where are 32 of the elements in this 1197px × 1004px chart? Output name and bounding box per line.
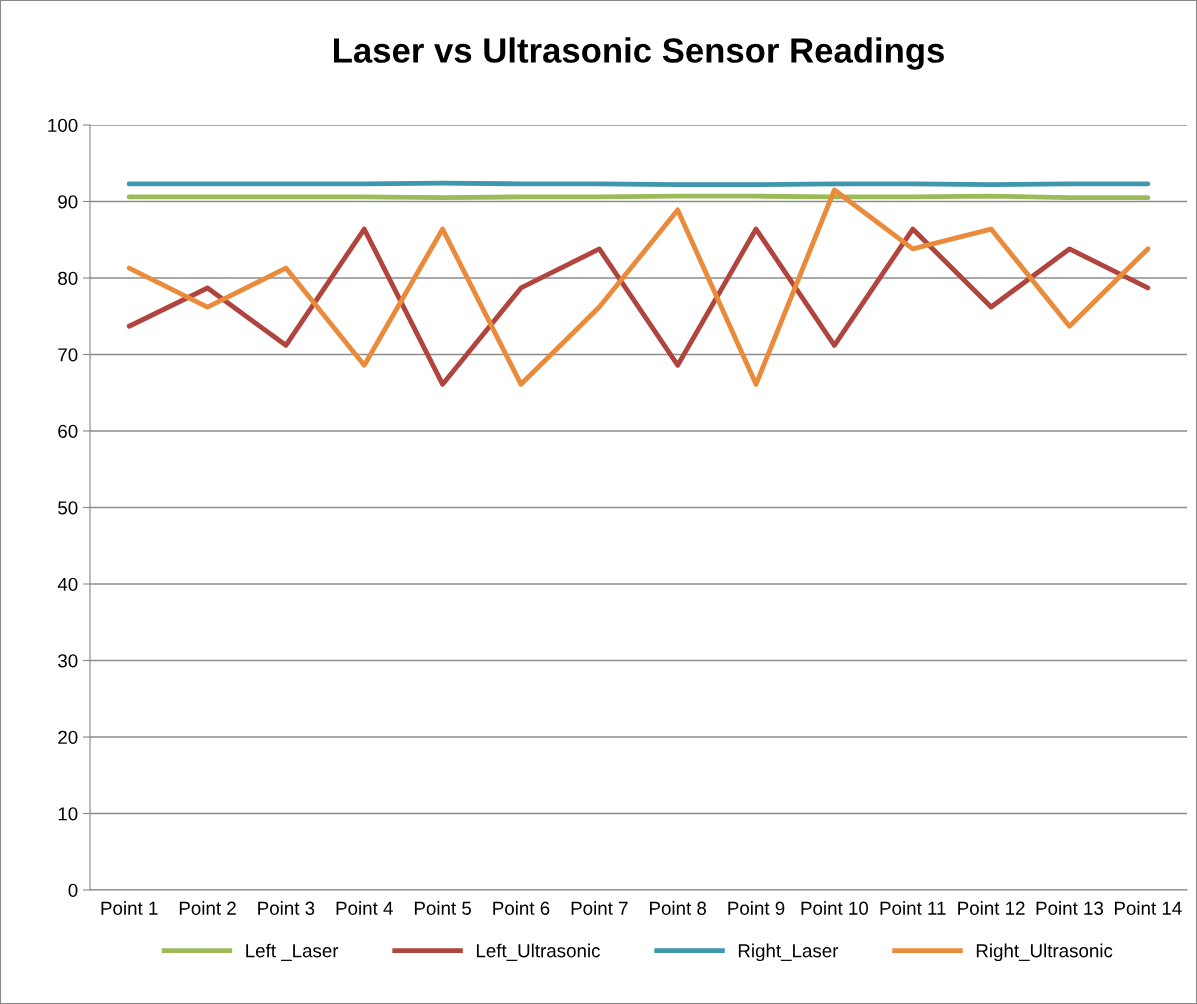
y-tick-label: 60 (58, 424, 78, 438)
y-tick-label: 20 (58, 730, 78, 744)
y-tick-label: 50 (58, 501, 78, 515)
y-tick-label: 100 (48, 118, 78, 132)
y-tick-label: 80 (58, 271, 78, 285)
y-tick-label: 30 (58, 654, 78, 668)
y-tick-label: 90 (58, 195, 78, 209)
x-tick-label: Point 12 (958, 901, 1025, 915)
x-tick-label: Point 10 (801, 901, 869, 915)
y-tick-label: 70 (58, 348, 78, 362)
legend-label: Right_Laser (738, 943, 839, 962)
legend-label: Left_Ultrasonic (476, 943, 600, 961)
y-tick-label: 0 (68, 883, 78, 897)
x-tick-label: Point 5 (414, 901, 472, 915)
x-tick-label: Point 4 (336, 901, 393, 915)
x-tick-label: Point 2 (179, 901, 236, 915)
line-series (126, 187, 1151, 387)
x-tick-label: Point 3 (258, 901, 315, 915)
x-tick-label: Point 11 (880, 901, 946, 915)
x-tick-label: Point 7 (571, 901, 628, 915)
x-tick-label: Point 6 (493, 901, 550, 915)
x-tick-label: Point 13 (1036, 901, 1104, 915)
y-tick-label: 10 (58, 807, 78, 821)
x-tick-label: Point 8 (650, 901, 707, 915)
legend-label: Left _Laser (246, 943, 339, 961)
x-tick-label: Point 1 (101, 901, 158, 915)
line-series (126, 226, 1151, 387)
x-tick-label: Point 14 (1114, 901, 1182, 915)
x-tick-label: Point 9 (728, 901, 785, 915)
legend-label: Right_Ultrasonic (976, 943, 1113, 962)
y-tick-label: 40 (57, 577, 78, 591)
chart-title: Laser vs Ultrasonic Sensor Readings (334, 37, 944, 70)
